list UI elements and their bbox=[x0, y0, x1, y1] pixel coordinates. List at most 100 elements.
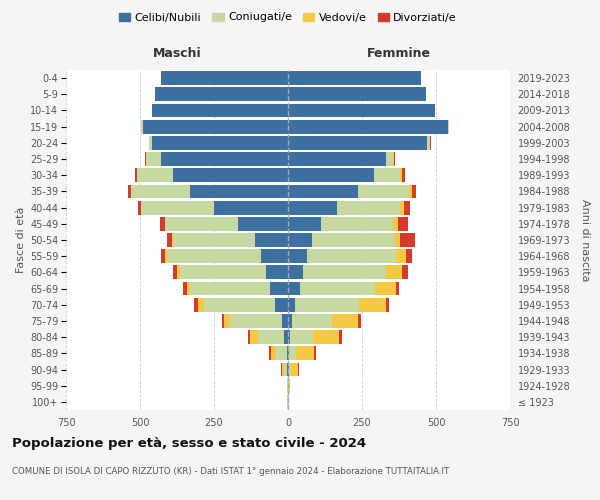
Bar bbox=[288, 88, 425, 101]
Bar bbox=[288, 298, 295, 312]
Bar bbox=[427, 136, 430, 149]
Bar bbox=[288, 136, 427, 149]
Y-axis label: Fasce di età: Fasce di età bbox=[16, 207, 26, 273]
Y-axis label: Anni di nascita: Anni di nascita bbox=[580, 198, 590, 281]
Bar bbox=[167, 233, 172, 247]
Bar bbox=[313, 330, 339, 344]
Bar bbox=[409, 184, 412, 198]
Bar bbox=[248, 330, 250, 344]
Bar bbox=[402, 266, 408, 280]
Bar bbox=[289, 346, 296, 360]
Bar bbox=[288, 200, 337, 214]
Bar bbox=[167, 250, 262, 263]
Bar bbox=[258, 330, 284, 344]
Bar bbox=[262, 250, 288, 263]
Bar bbox=[288, 120, 448, 134]
Text: Femmine: Femmine bbox=[367, 47, 431, 60]
Bar bbox=[358, 184, 409, 198]
Bar bbox=[271, 346, 277, 360]
Bar bbox=[214, 200, 288, 214]
Bar bbox=[152, 136, 288, 149]
Bar bbox=[161, 250, 165, 263]
Bar bbox=[155, 88, 288, 101]
Bar bbox=[288, 282, 300, 296]
Bar bbox=[173, 168, 288, 182]
Bar bbox=[400, 233, 415, 247]
Bar bbox=[149, 136, 152, 149]
Bar bbox=[288, 250, 307, 263]
Bar bbox=[394, 152, 395, 166]
Bar bbox=[161, 152, 288, 166]
Bar bbox=[288, 314, 292, 328]
Bar bbox=[448, 120, 449, 134]
Bar bbox=[173, 266, 177, 280]
Bar bbox=[135, 168, 137, 182]
Bar bbox=[300, 282, 376, 296]
Bar bbox=[282, 362, 284, 376]
Bar bbox=[307, 250, 396, 263]
Bar bbox=[160, 217, 164, 230]
Bar bbox=[288, 346, 289, 360]
Bar bbox=[292, 314, 332, 328]
Bar bbox=[165, 250, 167, 263]
Bar bbox=[238, 217, 288, 230]
Bar bbox=[190, 282, 270, 296]
Bar bbox=[284, 362, 287, 376]
Bar bbox=[396, 282, 399, 296]
Bar bbox=[404, 200, 410, 214]
Bar bbox=[376, 282, 396, 296]
Bar bbox=[288, 168, 374, 182]
Bar bbox=[291, 362, 298, 376]
Bar bbox=[289, 362, 291, 376]
Text: COMUNE DI ISOLA DI CAPO RIZZUTO (KR) - Dati ISTAT 1° gennaio 2024 - Elaborazione: COMUNE DI ISOLA DI CAPO RIZZUTO (KR) - D… bbox=[12, 468, 449, 476]
Bar bbox=[406, 250, 412, 263]
Bar bbox=[142, 120, 143, 134]
Bar bbox=[203, 298, 275, 312]
Bar bbox=[142, 200, 214, 214]
Bar bbox=[288, 330, 290, 344]
Bar bbox=[222, 314, 224, 328]
Bar bbox=[277, 346, 287, 360]
Bar bbox=[311, 233, 395, 247]
Bar bbox=[320, 217, 393, 230]
Bar bbox=[400, 168, 402, 182]
Bar bbox=[183, 282, 187, 296]
Bar bbox=[386, 152, 393, 166]
Bar bbox=[398, 217, 408, 230]
Bar bbox=[269, 346, 271, 360]
Bar bbox=[138, 200, 141, 214]
Bar bbox=[250, 330, 258, 344]
Bar bbox=[165, 217, 238, 230]
Bar bbox=[396, 250, 406, 263]
Bar bbox=[332, 314, 358, 328]
Bar bbox=[412, 184, 416, 198]
Bar bbox=[337, 200, 400, 214]
Bar bbox=[386, 266, 402, 280]
Bar bbox=[288, 184, 358, 198]
Bar bbox=[359, 298, 386, 312]
Bar bbox=[358, 314, 361, 328]
Text: Maschi: Maschi bbox=[152, 47, 202, 60]
Bar bbox=[190, 184, 288, 198]
Bar bbox=[230, 314, 282, 328]
Bar bbox=[296, 346, 314, 360]
Bar bbox=[282, 314, 288, 328]
Bar bbox=[128, 184, 131, 198]
Bar bbox=[339, 330, 341, 344]
Bar bbox=[194, 298, 198, 312]
Bar bbox=[275, 298, 288, 312]
Bar bbox=[224, 314, 230, 328]
Bar bbox=[386, 298, 389, 312]
Bar bbox=[270, 282, 288, 296]
Bar bbox=[374, 168, 400, 182]
Bar bbox=[198, 298, 203, 312]
Bar bbox=[284, 330, 288, 344]
Text: Popolazione per età, sesso e stato civile - 2024: Popolazione per età, sesso e stato civil… bbox=[12, 438, 366, 450]
Bar bbox=[288, 104, 434, 118]
Bar bbox=[288, 71, 421, 85]
Bar bbox=[172, 233, 173, 247]
Bar bbox=[131, 184, 190, 198]
Legend: Celibi/Nubili, Coniugati/e, Vedovi/e, Divorziati/e: Celibi/Nubili, Coniugati/e, Vedovi/e, Di… bbox=[115, 8, 461, 27]
Bar bbox=[161, 71, 288, 85]
Bar bbox=[143, 120, 288, 134]
